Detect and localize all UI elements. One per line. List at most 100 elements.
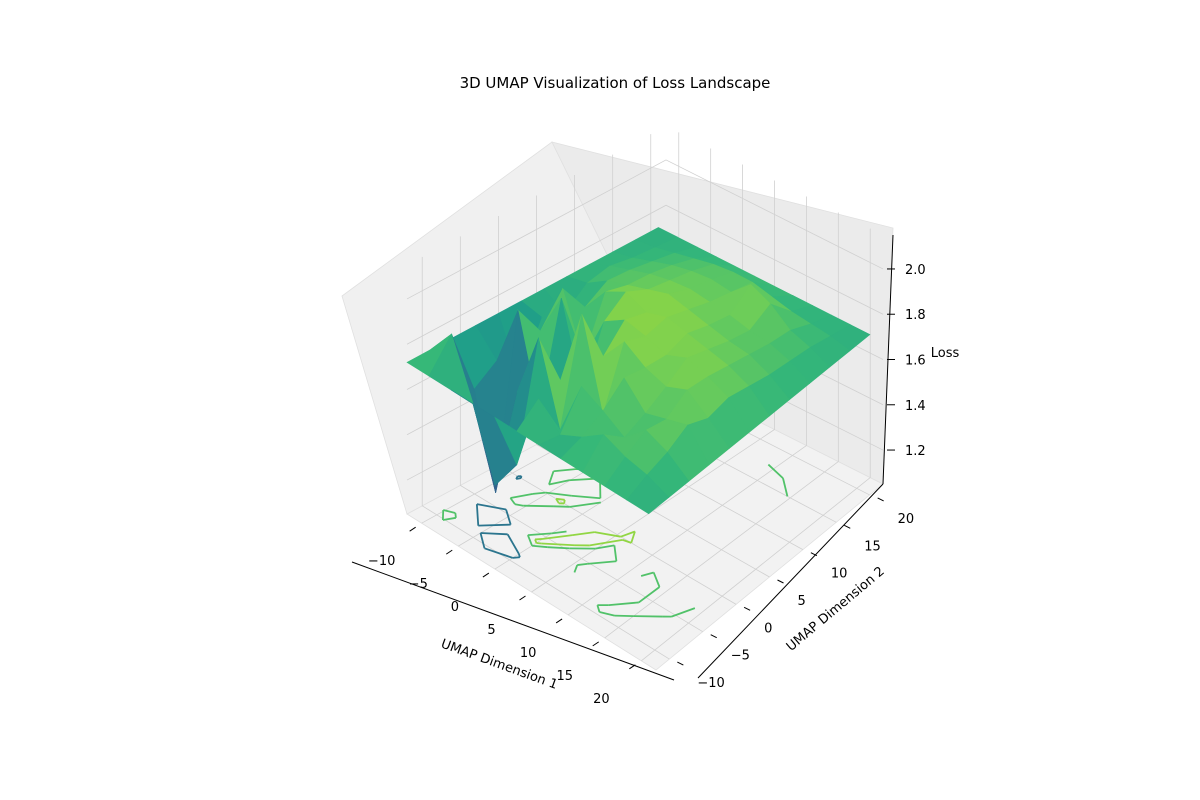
y-tick-label: 5 (798, 594, 806, 609)
x-tick-mark (592, 641, 600, 647)
contour-segment (640, 571, 654, 577)
y-tick-label: 0 (764, 621, 772, 636)
contour-segment (553, 468, 576, 473)
x-tick-mark (445, 549, 453, 555)
contour-segment (589, 538, 623, 547)
contour-segment (527, 532, 552, 536)
contour-segment (563, 499, 566, 504)
chart-title: 3D UMAP Visualization of Loss Landscape (460, 74, 771, 92)
y-tick-mark (677, 661, 684, 666)
contour-segment (545, 491, 572, 497)
y-tick-mark (777, 579, 784, 584)
contour-segment (506, 533, 520, 555)
contour-segment (599, 611, 615, 617)
y-tick-mark (743, 606, 751, 611)
y-tick-label: 10 (831, 567, 848, 582)
contour-segment (571, 494, 601, 500)
x-tick-mark (409, 526, 416, 532)
x-tick-mark (629, 664, 636, 670)
x-tick-mark (555, 618, 563, 624)
x-tick-label: −10 (368, 554, 395, 569)
contour-segment (478, 523, 511, 527)
y-tick-mark (844, 524, 851, 529)
contour-segment (652, 572, 661, 588)
loss-surface (406, 227, 871, 515)
contour-segment (608, 601, 639, 607)
x-tick-mark (519, 595, 526, 601)
contour-segment (442, 516, 457, 521)
contour-segment (547, 546, 570, 550)
contour-segment (479, 532, 486, 549)
contour-segment (443, 509, 456, 514)
contour-segment (480, 532, 508, 536)
z-grid-line (406, 159, 884, 300)
y-tick-label: 15 (864, 539, 881, 554)
contour-segment (572, 531, 595, 537)
y-tick-label: 20 (898, 512, 915, 527)
contour-segment (622, 539, 632, 544)
x-tick-label: 0 (451, 600, 459, 615)
contour-segment (505, 509, 512, 525)
contour-segment (527, 534, 533, 547)
contour-segment (542, 534, 573, 540)
contour-segment (573, 564, 579, 573)
contour-segment (553, 505, 570, 508)
surface-patch (626, 474, 670, 515)
x-tick-mark (482, 572, 490, 578)
contour-segment (630, 531, 636, 544)
contour-segment (531, 544, 548, 549)
contour-segment (595, 544, 615, 550)
contour-segment (512, 556, 520, 559)
contour-segment (476, 503, 507, 511)
x-axis-label: UMAP Dimension 1 (439, 637, 560, 693)
y-tick-mark (710, 634, 717, 639)
x-grid-line (531, 180, 775, 593)
contour-segment (577, 562, 588, 566)
contour-segment (523, 504, 554, 508)
y-tick-mark (877, 497, 884, 502)
y-grid-line (459, 236, 703, 633)
contour-segment (548, 470, 555, 485)
contour-segment (541, 542, 575, 547)
contour-segment (520, 475, 523, 479)
contour-segment (671, 607, 696, 618)
contour-segment (514, 503, 524, 507)
contour-segment (510, 492, 534, 499)
z-tick-label: 2.0 (905, 263, 926, 278)
z-grid-line (406, 204, 884, 345)
x-axis-line (351, 561, 675, 681)
contour-segment (638, 586, 661, 604)
y-tick-mark (810, 552, 818, 557)
x-grid-line (604, 212, 839, 639)
z-tick-label: 1.6 (905, 354, 926, 369)
z-tick-label: 1.8 (905, 308, 926, 323)
x-tick-label: −5 (409, 577, 428, 592)
y-grid-line (536, 195, 770, 578)
contour-segment (532, 491, 546, 495)
x-tick-label: 20 (593, 692, 610, 707)
contour-segment (534, 537, 544, 541)
contour-segment (475, 504, 480, 526)
contour-segment (548, 479, 570, 486)
contour-segment (767, 463, 784, 479)
x-grid-line (641, 228, 871, 662)
x-grid-line (567, 196, 807, 616)
y-tick-label: −5 (731, 649, 750, 664)
contour-segment (596, 604, 601, 613)
y-tick-label: −10 (697, 676, 724, 691)
contour-segment (454, 512, 457, 518)
contour-segment (509, 497, 516, 505)
z-axis-label: Loss (931, 346, 960, 361)
contour-projection (441, 463, 789, 618)
z-tick-label: 1.4 (905, 399, 926, 414)
x-tick-label: 10 (520, 646, 537, 661)
contour-segment (594, 531, 621, 538)
contour-segment (551, 530, 567, 535)
contour-segment (515, 477, 522, 480)
y-grid-line (421, 256, 670, 660)
y-axis-line (697, 483, 884, 679)
contour-segment (555, 497, 565, 501)
tick-labels: −10 −5 0 5 10 15 20 −10 −5 0 5 10 15 20 1.2 1.4 1.6 1.8 2.… (368, 263, 926, 707)
contour-segment (782, 478, 789, 497)
contour-segment (569, 501, 601, 508)
